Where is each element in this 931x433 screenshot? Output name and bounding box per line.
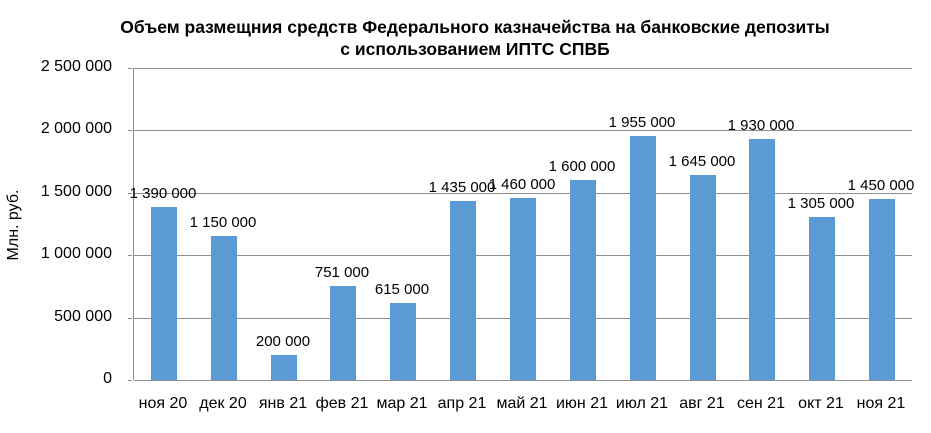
gridline xyxy=(134,130,912,131)
bar-value-label: 1 930 000 xyxy=(727,117,795,134)
bar-value-label: 1 460 000 xyxy=(488,176,556,193)
x-tick-label: сен 21 xyxy=(737,395,785,412)
bar-май-21 xyxy=(510,198,536,380)
bar-value-label: 1 150 000 xyxy=(189,214,257,231)
bar-value-label: 1 305 000 xyxy=(787,195,855,212)
x-axis-line xyxy=(134,380,912,381)
bar-дек-20 xyxy=(211,236,237,380)
bar-авг-21 xyxy=(690,175,716,380)
bar-ноя-21 xyxy=(869,199,895,380)
bar-апр-21 xyxy=(450,201,476,380)
x-tick-label: фев 21 xyxy=(315,395,369,412)
chart-title: Объем размещния средств Федерального каз… xyxy=(120,17,830,60)
bar-value-label: 1 955 000 xyxy=(608,114,676,131)
bar-value-label: 1 600 000 xyxy=(548,158,616,175)
x-tick-label: янв 21 xyxy=(258,395,308,412)
bar-мар-21 xyxy=(390,303,416,380)
y-axis-tick-mark xyxy=(128,318,132,319)
bar-июн-21 xyxy=(570,180,596,380)
bar-value-label: 1 450 000 xyxy=(847,177,915,194)
x-tick-label: авг 21 xyxy=(679,395,725,412)
y-tick-label: 2 500 000 xyxy=(40,58,112,75)
y-axis-tick-mark xyxy=(128,380,132,381)
x-tick-label: ноя 21 xyxy=(856,395,906,412)
bar-value-label: 751 000 xyxy=(314,264,370,281)
bar-value-label: 1 390 000 xyxy=(129,185,197,202)
bar-янв-21 xyxy=(271,355,297,380)
y-axis-tick-mark xyxy=(128,130,132,131)
bar-value-label: 615 000 xyxy=(374,281,430,298)
bar-сен-21 xyxy=(749,139,775,380)
bar-фев-21 xyxy=(330,286,356,380)
y-tick-label: 1 000 000 xyxy=(40,245,112,262)
x-tick-label: окт 21 xyxy=(798,395,844,412)
y-tick-label: 500 000 xyxy=(54,308,112,325)
x-tick-label: июн 21 xyxy=(555,395,608,412)
bar-value-label: 1 435 000 xyxy=(428,179,496,196)
y-axis-tick-mark xyxy=(128,68,132,69)
y-tick-label: 2 000 000 xyxy=(40,120,112,137)
plot-area xyxy=(133,68,912,381)
gridline xyxy=(134,68,912,69)
y-tick-label: 0 xyxy=(103,370,112,387)
y-axis-tick-mark xyxy=(128,193,132,194)
bar-value-label: 200 000 xyxy=(255,333,311,350)
y-axis-tick-mark xyxy=(128,255,132,256)
x-tick-label: июл 21 xyxy=(615,395,669,412)
x-tick-label: мар 21 xyxy=(376,395,428,412)
y-tick-label: 1 500 000 xyxy=(40,183,112,200)
x-tick-label: апр 21 xyxy=(437,395,487,412)
bar-окт-21 xyxy=(809,217,835,380)
gridline xyxy=(134,193,912,194)
bar-value-label: 1 645 000 xyxy=(668,153,736,170)
bar-ноя-20 xyxy=(151,207,177,380)
x-tick-label: дек 20 xyxy=(199,395,247,412)
bar-июл-21 xyxy=(630,136,656,380)
x-tick-label: май 21 xyxy=(496,395,548,412)
x-tick-label: ноя 20 xyxy=(138,395,188,412)
